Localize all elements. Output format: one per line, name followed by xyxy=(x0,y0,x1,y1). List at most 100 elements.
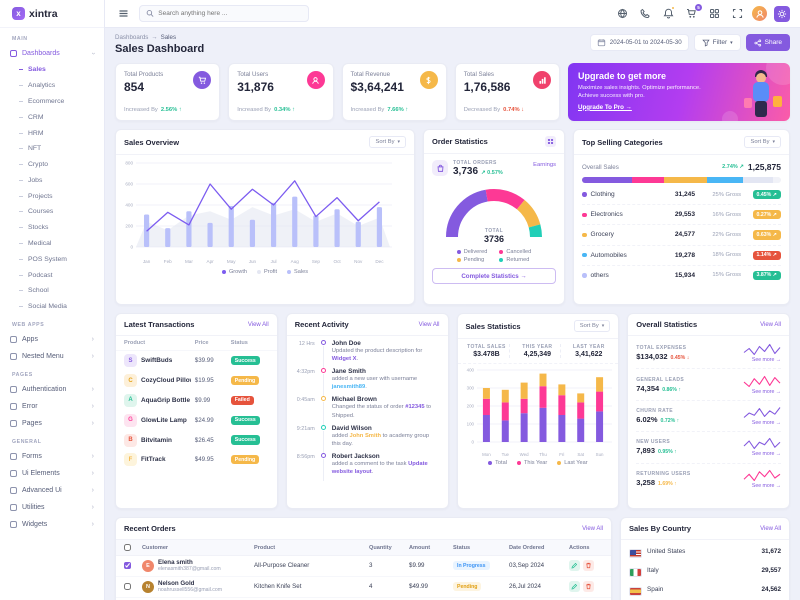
edit-button[interactable] xyxy=(569,560,580,572)
language-button[interactable] xyxy=(614,6,630,22)
view-all-link[interactable]: View All xyxy=(760,525,781,532)
sort-by-button[interactable]: Sort By ▾ xyxy=(744,136,781,148)
menu-toggle-button[interactable] xyxy=(115,6,131,22)
legend-item: Cancelled xyxy=(499,249,531,255)
fullscreen-button[interactable] xyxy=(729,6,745,22)
sidebar-item-pages[interactable]: Pages › xyxy=(0,415,104,432)
svg-text:300: 300 xyxy=(467,386,475,391)
order-gauge-wrap: Total 3736 xyxy=(424,179,564,245)
timeline-rail xyxy=(320,340,327,369)
sidebar-item-authentication[interactable]: Authentication › xyxy=(0,381,104,398)
products-icon xyxy=(193,71,212,89)
brand-logo[interactable]: x xintra xyxy=(0,0,104,28)
date-range-picker[interactable]: 2024-05-01 to 2024-05-30 xyxy=(589,34,689,51)
sort-by-button[interactable]: Sort By ▾ xyxy=(369,136,406,148)
delete-button[interactable] xyxy=(583,581,594,593)
sidebar-item-podcast[interactable]: Podcast xyxy=(0,267,104,283)
sidebar-item-error[interactable]: Error › xyxy=(0,398,104,415)
view-all-link[interactable]: View All xyxy=(760,321,781,328)
activity-item: 4:32pm Jane Smith added a new user with … xyxy=(295,368,440,397)
decorative-circle xyxy=(722,111,738,121)
search-input[interactable] xyxy=(158,10,302,17)
search-box[interactable] xyxy=(139,5,309,22)
order-statistics-card: Order Statistics TOTAL ORDERS 3,736 xyxy=(423,129,565,305)
hamburger-icon xyxy=(119,10,127,17)
category-segment xyxy=(707,177,744,183)
sort-by-button[interactable]: Sort By ▾ xyxy=(573,320,611,332)
breadcrumb-dashboards[interactable]: Dashboards xyxy=(115,34,149,41)
notifications-button[interactable] xyxy=(660,5,676,22)
card-title: Recent Activity xyxy=(294,320,349,329)
order-total-block: TOTAL ORDERS 3,736 ↗ 0.57% Earnings xyxy=(424,154,564,179)
delete-button[interactable] xyxy=(583,560,594,572)
sidebar-item-forms[interactable]: Forms › xyxy=(0,448,104,465)
card-title: Sales By Country xyxy=(629,524,692,533)
share-button[interactable]: Share xyxy=(745,34,790,51)
sidebar-item-social-media[interactable]: Social Media xyxy=(0,299,104,315)
category-dot-icon xyxy=(582,273,587,278)
edit-button[interactable] xyxy=(569,581,580,593)
share-icon xyxy=(754,39,761,46)
user-avatar[interactable] xyxy=(752,6,767,21)
see-more-link[interactable]: See more → xyxy=(751,357,781,364)
svg-text:0: 0 xyxy=(130,245,133,250)
see-more-link[interactable]: See more → xyxy=(751,482,781,489)
sidebar-item-ui-elements[interactable]: Ui Elements › xyxy=(0,465,104,482)
apps-grid-button[interactable] xyxy=(706,6,722,22)
sidebar-item-nested-menu[interactable]: Nested Menu › xyxy=(0,348,104,365)
menu-section-label: GENERAL xyxy=(12,438,42,445)
see-more-link[interactable]: See more → xyxy=(751,419,781,426)
card-options-button[interactable] xyxy=(545,136,556,147)
sidebar-item-pos-system[interactable]: POS System xyxy=(0,251,104,267)
see-more-link[interactable]: See more → xyxy=(751,451,781,458)
notification-dot xyxy=(671,5,675,10)
sidebar-item-advanced-ui[interactable]: Advanced Ui › xyxy=(0,482,104,499)
svg-text:Mar: Mar xyxy=(185,259,193,264)
dash-icon xyxy=(19,258,23,260)
upgrade-link[interactable]: Upgrade To Pro → xyxy=(578,103,632,111)
svg-text:Jun: Jun xyxy=(249,259,257,264)
call-button[interactable] xyxy=(637,6,653,22)
sidebar-item-sales[interactable]: Sales xyxy=(0,62,104,78)
dollar-icon xyxy=(419,71,438,89)
sidebar-item-apps[interactable]: Apps › xyxy=(0,331,104,348)
breadcrumb-sales: Sales xyxy=(160,34,177,41)
see-more-link[interactable]: See more → xyxy=(751,388,781,395)
sidebar-item-dashboards[interactable]: Dashboards › xyxy=(0,45,104,62)
earnings-link[interactable]: Earnings xyxy=(533,162,556,168)
view-all-link[interactable]: View All xyxy=(582,525,603,532)
sidebar-item-school[interactable]: School xyxy=(0,283,104,299)
pencil-icon xyxy=(571,563,578,569)
sidebar-item-stocks[interactable]: Stocks xyxy=(0,220,104,236)
sidebar-item-ecommerce[interactable]: Ecommerce xyxy=(0,94,104,110)
sidebar-item-crypto[interactable]: Crypto xyxy=(0,157,104,173)
view-all-link[interactable]: View All xyxy=(247,321,269,328)
select-all-checkbox[interactable] xyxy=(124,544,131,551)
category-share-bar xyxy=(582,177,781,183)
row-checkbox[interactable] xyxy=(124,583,131,591)
sidebar-item-projects[interactable]: Projects xyxy=(0,188,104,204)
sidebar-item-nft[interactable]: NFT xyxy=(0,141,104,157)
row-checkbox[interactable] xyxy=(124,562,131,570)
sidebar-item-analytics[interactable]: Analytics xyxy=(0,78,104,94)
cart-button[interactable]: 5 xyxy=(683,3,702,22)
card-title: Top Selling Categories xyxy=(582,137,663,147)
filter-button[interactable]: Filter ▾ xyxy=(693,34,741,51)
card-title: Sales Statistics xyxy=(465,321,521,331)
sidebar-item-hrm[interactable]: HRM xyxy=(0,125,104,141)
view-all-link[interactable]: View All xyxy=(418,321,440,328)
legend-item: Pending xyxy=(456,257,488,263)
sidebar-item-utilities[interactable]: Utilities › xyxy=(0,499,104,516)
country-row: United States 31,672 xyxy=(629,543,781,562)
sidebar-item-medical[interactable]: Medical xyxy=(0,236,104,252)
product-icon: C xyxy=(124,374,137,388)
sidebar-item-jobs[interactable]: Jobs xyxy=(0,172,104,188)
sidebar-item-widgets[interactable]: Widgets › xyxy=(0,516,104,533)
chevron-icon: › xyxy=(91,520,94,528)
sidebar-item-crm[interactable]: CRM xyxy=(0,109,104,125)
sidebar-item-courses[interactable]: Courses xyxy=(0,204,104,220)
legend-item: Last Year xyxy=(557,460,588,466)
summary-item: Last Year 3,41,622 xyxy=(572,344,605,358)
settings-button[interactable] xyxy=(774,5,790,22)
complete-statistics-button[interactable]: Complete Statistics → xyxy=(432,268,556,284)
